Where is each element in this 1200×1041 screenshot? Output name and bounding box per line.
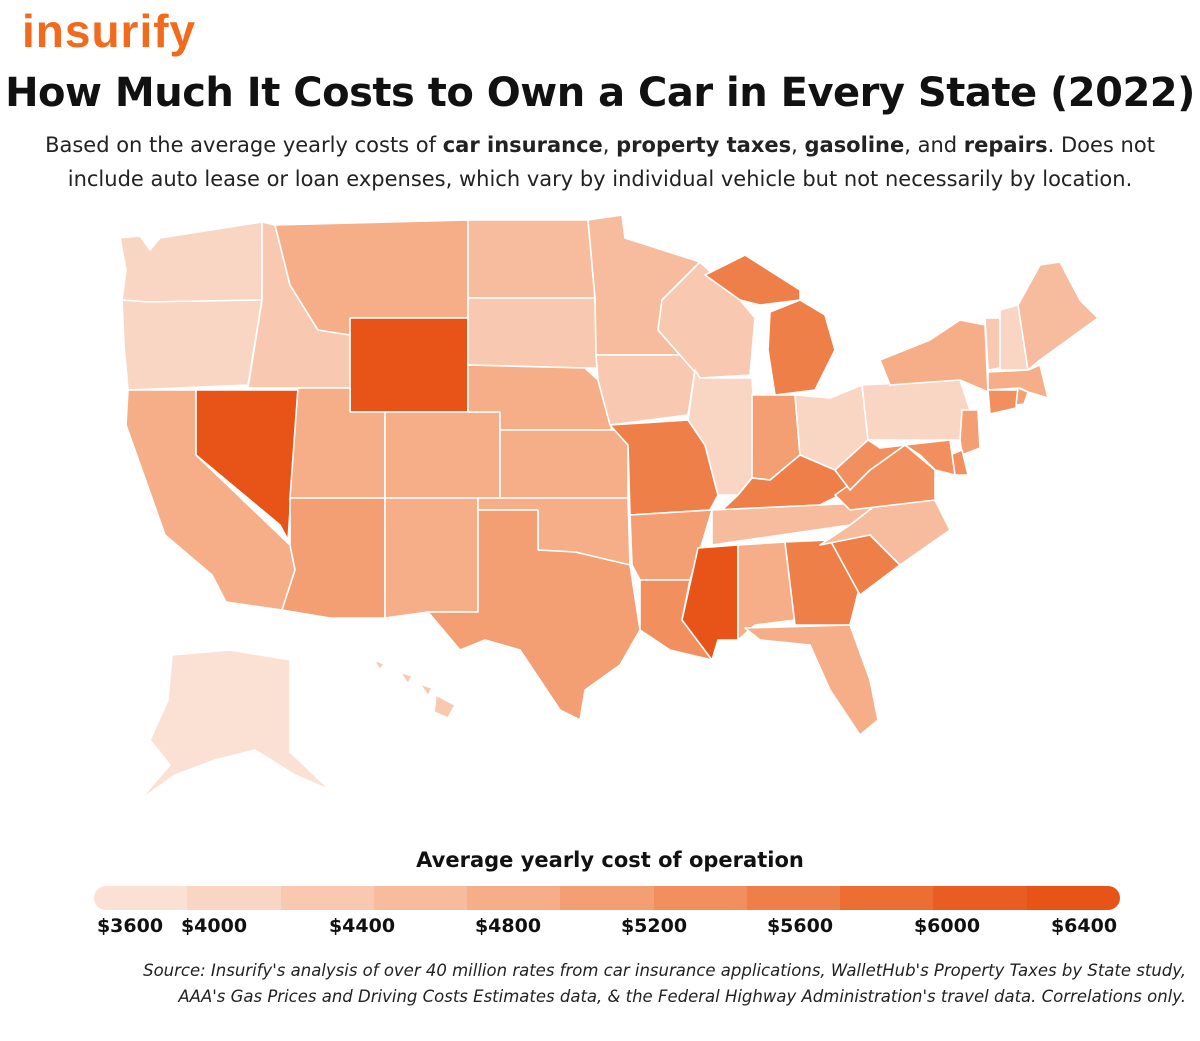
us-state-map xyxy=(119,214,1099,801)
legend-swatch xyxy=(1026,886,1120,910)
legend-swatch xyxy=(933,886,1027,910)
legend-swatch xyxy=(746,886,841,910)
state-WA xyxy=(119,221,263,303)
state-NV xyxy=(195,389,299,541)
state-HI xyxy=(373,659,456,719)
legend-swatch xyxy=(560,886,654,910)
insurify-logo: insurify xyxy=(22,5,197,57)
legend-swatch xyxy=(467,886,561,910)
state-AL xyxy=(737,541,796,641)
legend-swatch xyxy=(280,886,374,910)
state-IA xyxy=(595,354,696,426)
legend-title: Average yearly cost of operation xyxy=(416,848,804,872)
state-CT xyxy=(987,389,1019,415)
legend-tick: $6000 xyxy=(913,915,981,937)
subtitle: Based on the average yearly costs of car… xyxy=(45,133,1155,191)
legend-tick: $5600 xyxy=(766,915,834,937)
state-OR xyxy=(121,299,263,391)
state-NY xyxy=(879,319,989,393)
state-MI xyxy=(704,254,836,396)
state-NM xyxy=(384,497,479,619)
legend-tick: $4800 xyxy=(474,915,542,937)
state-SD xyxy=(467,297,599,369)
legend-swatch xyxy=(94,886,188,910)
legend-tick: $3600 xyxy=(96,915,164,937)
state-FL xyxy=(744,624,879,736)
legend-tick: $4400 xyxy=(328,915,396,937)
state-AZ xyxy=(281,497,386,619)
legend-swatch xyxy=(840,886,934,910)
legend-color-bar xyxy=(94,886,1120,910)
state-RI xyxy=(1015,387,1029,406)
state-WY xyxy=(349,317,469,413)
legend-swatch xyxy=(653,886,747,910)
source-note: Source: Insurify's analysis of over 40 m… xyxy=(143,961,1186,1006)
legend-swatch xyxy=(187,886,281,910)
legend-tick-labels: $3600 $4000 $4400 $4800 $5200 $5600 $600… xyxy=(0,915,1200,945)
legend-tick: $4000 xyxy=(180,915,248,937)
state-CO xyxy=(384,411,501,499)
state-TX xyxy=(427,509,641,721)
state-MD xyxy=(904,439,956,476)
state-ME xyxy=(1017,261,1099,371)
state-AK xyxy=(139,649,331,801)
state-NJ xyxy=(959,409,981,456)
legend-tick: $5200 xyxy=(620,915,688,937)
state-PA xyxy=(861,379,971,441)
page-title: How Much It Costs to Own a Car in Every … xyxy=(5,70,1195,116)
state-KS xyxy=(499,429,629,499)
state-ND xyxy=(467,219,596,299)
state-VT xyxy=(984,317,1001,371)
legend-tick: $6400 xyxy=(1050,915,1118,937)
legend-swatch xyxy=(373,886,468,910)
state-NC xyxy=(819,499,951,566)
